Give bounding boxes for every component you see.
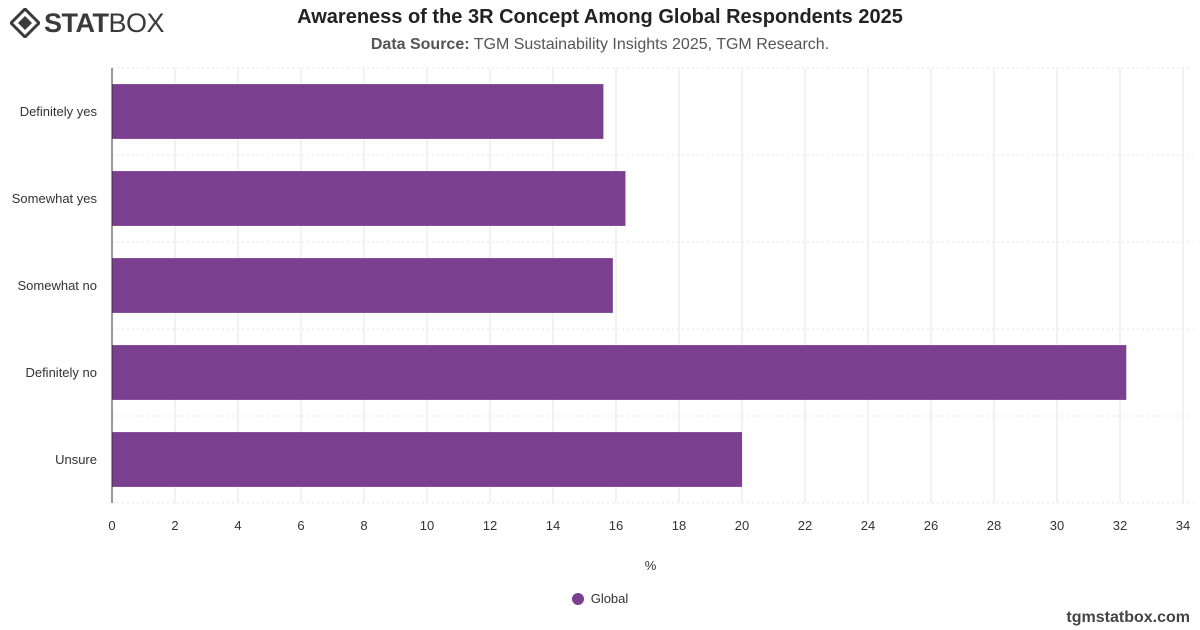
y-category-label: Somewhat no — [18, 278, 98, 293]
x-tick-label: 26 — [924, 518, 938, 533]
x-tick-label: 12 — [483, 518, 497, 533]
chart-subtitle: Data Source: TGM Sustainability Insights… — [0, 36, 1200, 54]
x-tick-label: 32 — [1113, 518, 1127, 533]
brand-logo: STATBOX — [10, 8, 165, 38]
x-tick-label: 14 — [546, 518, 560, 533]
bar-somewhat-no[interactable] — [112, 258, 613, 313]
y-category-label: Somewhat yes — [12, 191, 98, 206]
bar-unsure[interactable] — [112, 432, 742, 487]
source-text: TGM Sustainability Insights 2025, TGM Re… — [473, 36, 830, 53]
bar-definitely-yes[interactable] — [112, 84, 604, 139]
legend-label: Global — [590, 591, 629, 606]
y-category-label: Definitely yes — [20, 104, 98, 119]
x-tick-label: 16 — [609, 518, 623, 533]
bar-definitely-no[interactable] — [112, 345, 1127, 400]
x-tick-label: 18 — [672, 518, 686, 533]
chart-title: Awareness of the 3R Concept Among Global… — [297, 6, 903, 28]
x-tick-label: 20 — [735, 518, 749, 533]
chart-legend[interactable]: Global — [0, 591, 1200, 606]
y-category-label: Definitely no — [25, 365, 97, 380]
x-tick-label: 6 — [297, 518, 304, 533]
x-tick-label: 34 — [1176, 518, 1190, 533]
x-tick-label: 2 — [171, 518, 178, 533]
x-tick-label: 10 — [420, 518, 434, 533]
x-tick-label: 24 — [861, 518, 875, 533]
x-tick-label: 8 — [360, 518, 367, 533]
x-axis-title: % — [645, 558, 657, 573]
brand-wordmark: STATBOX — [44, 8, 165, 38]
x-tick-label: 28 — [987, 518, 1001, 533]
x-tick-label: 30 — [1050, 518, 1064, 533]
x-tick-label: 0 — [108, 518, 115, 533]
legend-marker — [571, 592, 584, 605]
watermark: tgmstatbox.com — [1066, 609, 1190, 626]
statbox-diamond-icon — [10, 8, 40, 38]
bar-somewhat-yes[interactable] — [112, 171, 626, 226]
y-category-label: Unsure — [55, 452, 97, 467]
source-label: Data Source: — [370, 36, 470, 53]
x-tick-label: 4 — [234, 518, 241, 533]
x-tick-label: 22 — [798, 518, 812, 533]
